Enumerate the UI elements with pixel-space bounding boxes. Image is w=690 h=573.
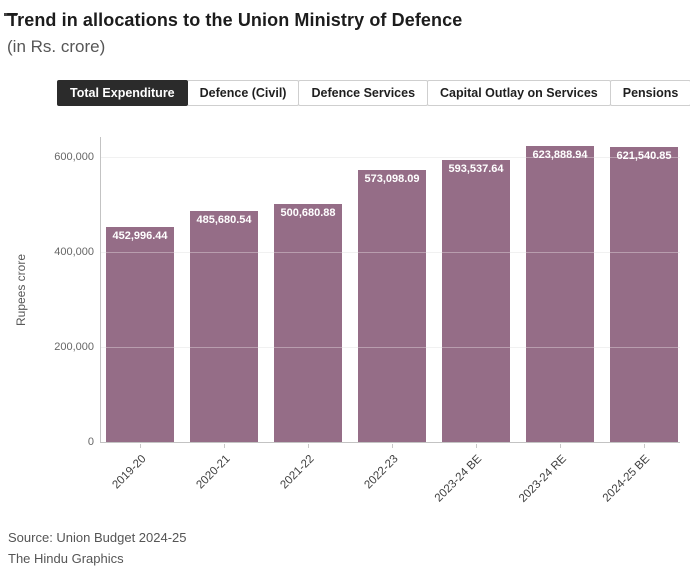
x-tick-mark xyxy=(140,444,141,448)
tab-defence-civil-[interactable]: Defence (Civil) xyxy=(186,80,300,106)
x-axis-label: 2023-24 RE xyxy=(516,453,569,505)
x-axis-line xyxy=(100,442,680,443)
y-axis-title: Rupees crore xyxy=(14,253,28,327)
y-axis-line xyxy=(100,137,101,443)
bar-2020-21[interactable]: 485,680.54 xyxy=(190,211,258,442)
bar-2024-25-be[interactable]: 621,540.85 xyxy=(610,146,678,442)
x-tick-mark xyxy=(308,444,309,448)
x-tick-mark xyxy=(224,444,225,448)
bar-2021-22[interactable]: 500,680.88 xyxy=(274,204,342,442)
bar-value-label: 500,680.88 xyxy=(280,207,336,220)
source-line: Source: Union Budget 2024-25 xyxy=(8,530,187,545)
gridline-400,000 xyxy=(101,252,680,253)
page-subtitle: (in Rs. crore) xyxy=(7,37,106,56)
x-tick-mark xyxy=(644,444,645,448)
bar-2019-20[interactable]: 452,996.44 xyxy=(106,226,174,442)
y-tick-label: 400,000 xyxy=(54,245,94,258)
tab-defence-services[interactable]: Defence Services xyxy=(298,80,429,106)
x-tick-mark xyxy=(476,444,477,448)
x-tick-mark xyxy=(560,444,561,448)
gridline-600,000 xyxy=(101,157,680,158)
bar-value-label: 623,888.94 xyxy=(532,148,588,161)
plot-area: 452,996.44 2019-20 485,680.54 2020-21 500,68… xyxy=(100,137,680,505)
bar-2022-23[interactable]: 573,098.09 xyxy=(358,169,426,442)
tab-pensions[interactable]: Pensions xyxy=(609,80,690,106)
x-axis-label: 2022-23 xyxy=(362,453,401,492)
bar-value-label: 452,996.44 xyxy=(112,229,168,242)
bar-value-label: 573,098.09 xyxy=(364,172,420,185)
x-axis-label: 2020-21 xyxy=(194,453,233,492)
x-axis-label: 2019-20 xyxy=(110,453,149,492)
bar-2023-24-re[interactable]: 623,888.94 xyxy=(526,145,594,442)
x-axis-label: 2023-24 BE xyxy=(433,453,485,505)
source-note: Source: Union Budget 2024-25 The Hindu G… xyxy=(8,527,187,569)
x-axis-label: 2024-25 BE xyxy=(601,453,653,505)
x-axis-label: 2021-22 xyxy=(278,453,317,492)
bar-value-label: 593,537.64 xyxy=(448,163,504,176)
bar-chart: Rupees crore 0 200,000 400,000 600,000 452,… xyxy=(0,137,690,512)
tab-bar: Total Expenditure Defence (Civil) Defence … xyxy=(57,80,690,106)
gridline-200,000 xyxy=(101,347,680,348)
bar-2023-24-be[interactable]: 593,537.64 xyxy=(442,160,510,442)
y-tick-label: 200,000 xyxy=(54,340,94,353)
credit-line: The Hindu Graphics xyxy=(8,551,124,566)
brand-dash xyxy=(4,13,17,16)
bar-value-label: 485,680.54 xyxy=(196,214,252,227)
x-tick-mark xyxy=(392,444,393,448)
y-tick-label: 600,000 xyxy=(54,150,94,163)
gridline-600,000 xyxy=(101,157,680,158)
tab-capital-outlay-on-services[interactable]: Capital Outlay on Services xyxy=(427,80,611,106)
y-tick-label: 0 xyxy=(87,436,94,448)
page-title: Trend in allocations to the Union Minist… xyxy=(7,10,463,30)
tab-total-expenditure[interactable]: Total Expenditure xyxy=(57,80,188,106)
bar-value-label: 621,540.85 xyxy=(616,149,672,162)
